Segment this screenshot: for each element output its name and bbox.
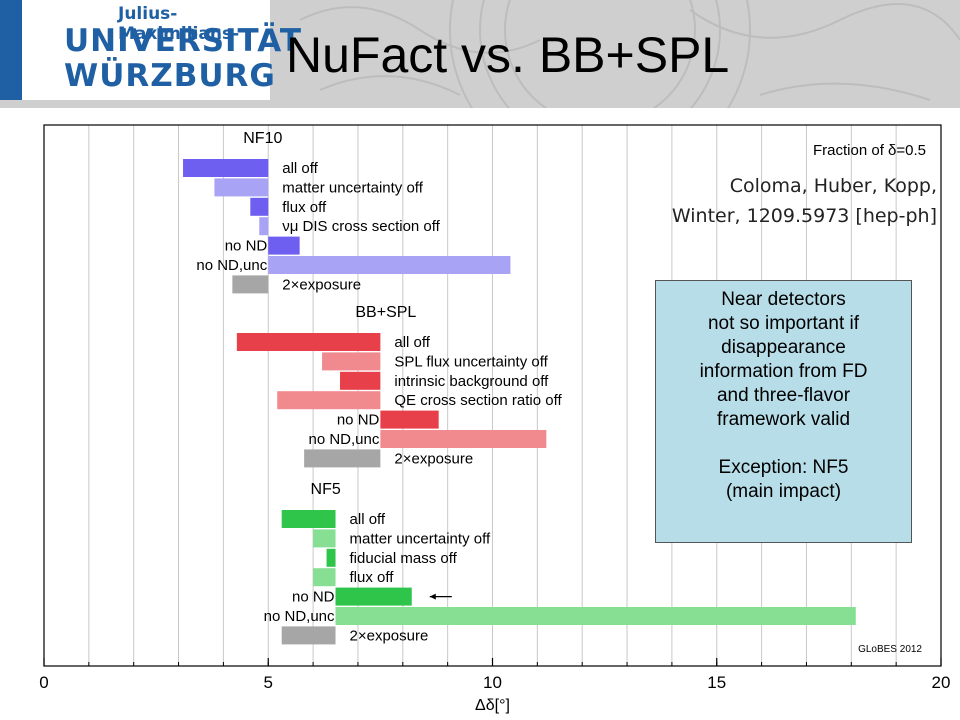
bar-label: no ND [292,589,335,606]
range-bar [277,391,381,410]
group-title: BB+SPL [355,304,416,321]
bar-label: no ND,unc [196,257,267,274]
logo-line-small: Julius-Maximilians- [118,4,240,44]
callout-line [656,432,911,456]
seal-background-pattern [299,0,960,108]
range-bar [214,178,269,197]
logo-line-2: WÜRZBURG [64,58,276,94]
slide-header: Julius-Maximilians- UNIVERSITÄT WÜRZBURG… [0,0,960,108]
callout-line: Exception: NF5 [718,457,849,478]
x-tick-label: 0 [39,673,48,692]
callout-line: (main impact) [725,481,842,502]
callout-line: and three-flavor [716,385,851,406]
bar-label: QE cross section ratio off [394,392,562,409]
range-bar [326,548,336,567]
bar-label: SPL flux uncertainty off [394,353,548,370]
x-axis-label: Δδ[°] [475,697,510,714]
bar-label: matter uncertainty off [282,179,423,196]
x-tick-label: 5 [264,673,273,692]
bar-label: no ND,unc [309,431,380,448]
range-bar [268,236,300,255]
range-bar [236,333,381,351]
x-tick-label: 10 [483,673,502,692]
logo-line-1: UNIVERSITÄT [64,23,303,59]
university-logo: Julius-Maximilians- UNIVERSITÄT WÜRZBURG [0,0,301,100]
callout-box: Near detectors not so important if disap… [655,280,912,543]
range-bar [313,568,336,587]
bar-label: 2×exposure [350,627,429,644]
range-bar [281,626,336,645]
range-bar [259,217,269,236]
logo-bar [0,0,22,100]
x-tick-label: 20 [932,673,951,692]
bar-label: 2×exposure [394,450,473,467]
bar-label: no ND [337,412,380,429]
callout-line: not so important if [707,313,860,334]
range-bar [322,352,381,371]
bar-label: flux off [350,569,395,586]
range-bar [183,159,269,177]
callout-line: framework valid [716,409,851,430]
range-bar [335,587,412,606]
range-bar [380,430,547,448]
slide-title: NuFact vs. BB+SPL [286,27,730,83]
group-title: NF10 [243,130,282,147]
citation-line: Coloma, Huber, Kopp, [730,175,937,197]
globes-watermark: GLoBES 2012 [858,644,922,655]
range-bar [232,275,269,294]
bar-label: no ND,unc [264,608,335,625]
range-bar [304,449,381,468]
annotation-arrow-head [429,593,436,600]
bar-label: 2×exposure [282,276,361,293]
range-bar [268,256,511,274]
callout-line: information from FD [699,361,868,382]
bar-label: all off [282,160,318,177]
bar-label: all off [394,334,430,351]
bar-label: fiducial mass off [350,550,458,567]
bar-label: νμ DIS cross section off [282,218,440,235]
bar-label: no ND [225,238,268,255]
group-title: NF5 [311,481,341,498]
range-bar [340,371,381,390]
citation-line: Winter, 1209.5973 [hep-ph] [672,205,937,227]
range-bar [281,510,336,528]
range-bar [380,410,439,429]
range-bar [335,607,856,625]
bar-label: all off [350,511,386,528]
chart-title: Fraction of δ=0.5 [813,142,926,159]
range-bar [250,197,269,216]
bar-label: matter uncertainty off [350,530,491,547]
callout-line: Near detectors [721,289,846,310]
bar-label: flux off [282,199,327,216]
x-tick-label: 15 [707,673,726,692]
delta-cp-precision-chart: 0 5 10 15 20 Δδ[°] Fraction of δ=0.5 Coloma, Hu… [39,124,951,714]
bar-label: intrinsic background off [394,373,549,390]
range-bar [313,529,336,548]
callout-line: disappearance [721,337,846,358]
